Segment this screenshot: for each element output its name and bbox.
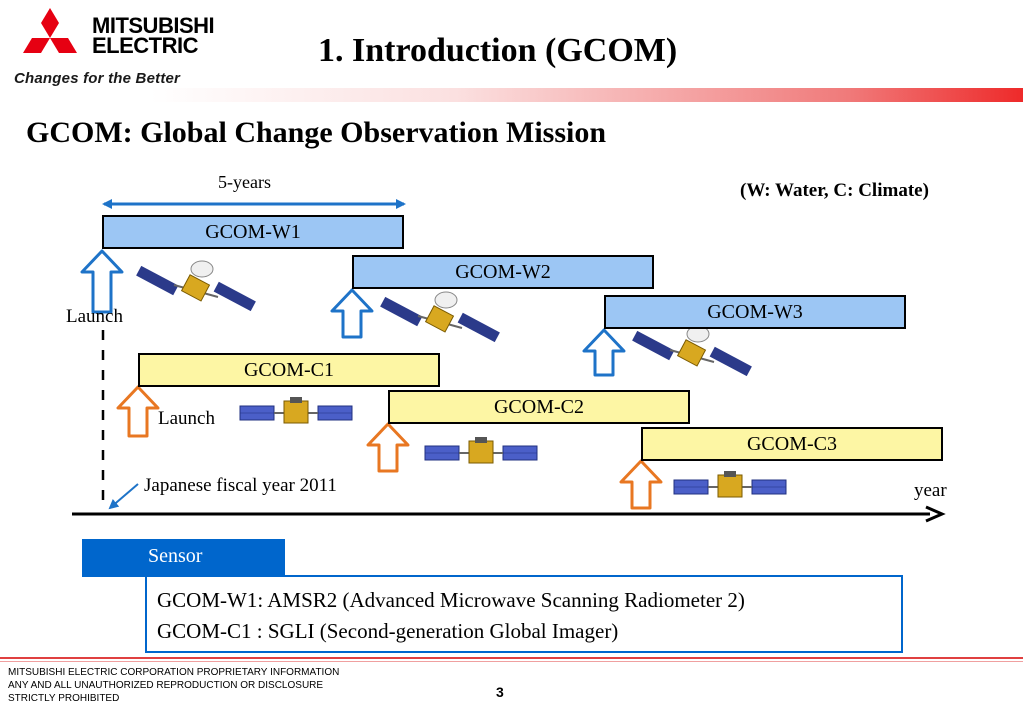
- page-number: 3: [496, 684, 504, 700]
- mitsubishi-electric-logo: MITSUBISHI ELECTRIC Changes for the Bett…: [8, 6, 218, 90]
- launch-label-w: Launch: [66, 306, 123, 327]
- gcom-c-satellite-icon: [239, 396, 353, 424]
- brand-name-line1: MITSUBISHI: [92, 13, 215, 38]
- notice-line3: STRICTLY PROHIBITED: [8, 693, 120, 704]
- year-axis-arrowhead: [925, 505, 946, 523]
- mission-bar-gcom-w1: GCOM-W1: [102, 215, 404, 249]
- legend-note: (W: Water, C: Climate): [740, 180, 929, 201]
- launch-arrow-w2: [330, 288, 374, 339]
- brand-name: MITSUBISHI ELECTRIC: [92, 13, 215, 58]
- mission-bar-gcom-c3: GCOM-C3: [641, 427, 943, 461]
- mission-bar-gcom-w2: GCOM-W2: [352, 255, 654, 289]
- fiscal-year-label: Japanese fiscal year 2011: [144, 475, 337, 496]
- brand-name-line2: ELECTRIC: [92, 33, 199, 58]
- notice-line1: MITSUBISHI ELECTRIC CORPORATION PROPRIET…: [8, 667, 340, 678]
- mission-bar-gcom-w3: GCOM-W3: [604, 295, 906, 329]
- launch-label-c: Launch: [158, 408, 215, 429]
- proprietary-notice: MITSUBISHI ELECTRIC CORPORATION PROPRIET…: [8, 666, 339, 705]
- mission-bar-gcom-c1: GCOM-C1: [138, 353, 440, 387]
- launch-arrow-c3: [619, 459, 663, 510]
- year-axis-label: year: [914, 480, 947, 501]
- gcom-w-satellite-icon: [135, 260, 257, 313]
- sensor-line-c1: GCOM-C1 : SGLI (Second-generation Global…: [157, 619, 619, 643]
- gcom-c-satellite-icon: [424, 436, 538, 464]
- sensor-box: GCOM-W1: AMSR2 (Advanced Microwave Scann…: [145, 575, 903, 653]
- header-gradient-bar: [150, 88, 1023, 102]
- sensor-line-w1: GCOM-W1: AMSR2 (Advanced Microwave Scann…: [157, 588, 745, 612]
- notice-line2: ANY AND ALL UNAUTHORIZED REPRODUCTION OR…: [8, 680, 324, 691]
- footer-divider-thin: [0, 661, 1023, 662]
- gcom-w-satellite-icon: [379, 291, 501, 344]
- launch-arrow-w3: [582, 328, 626, 377]
- brand-tagline: Changes for the Better: [14, 70, 181, 87]
- span-label: 5-years: [218, 172, 271, 192]
- slide-subtitle: GCOM: Global Change Observation Mission: [26, 116, 607, 149]
- fiscal-year-pointer: [108, 483, 139, 510]
- gcom-c-satellite-icon: [673, 470, 787, 498]
- mission-bar-gcom-c2: GCOM-C2: [388, 390, 690, 424]
- launch-arrow-c1: [116, 385, 160, 438]
- launch-arrow-w1: [80, 249, 124, 314]
- three-diamonds-icon: [23, 8, 77, 53]
- footer-divider: [0, 657, 1023, 659]
- slide-title: 1. Introduction (GCOM): [318, 32, 678, 69]
- gcom-w-satellite-icon: [631, 325, 753, 378]
- launch-arrow-c2: [366, 422, 410, 473]
- sensor-tab: Sensor: [82, 539, 285, 577]
